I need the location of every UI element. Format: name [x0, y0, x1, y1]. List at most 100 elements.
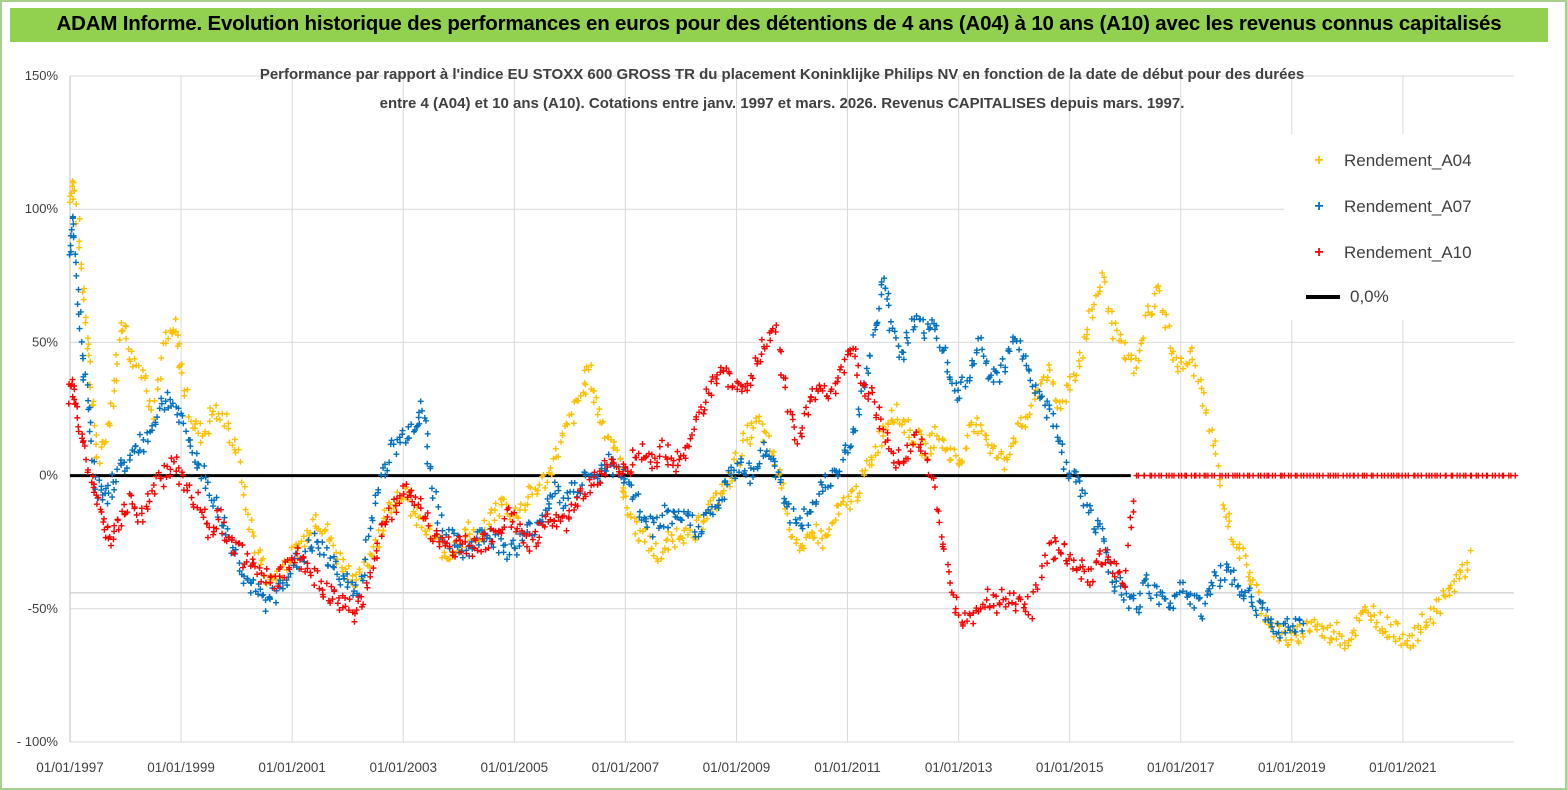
- data-point: [998, 450, 1005, 457]
- data-point: [1016, 346, 1023, 353]
- data-point: [200, 514, 207, 521]
- data-point: [624, 512, 631, 519]
- data-point: [1189, 356, 1196, 363]
- data-point: [424, 430, 431, 437]
- data-point: [368, 514, 375, 521]
- data-point: [67, 248, 74, 255]
- data-point: [260, 572, 267, 579]
- data-point: [256, 564, 263, 571]
- data-point: [417, 398, 424, 405]
- data-point: [933, 335, 940, 342]
- x-tick-label: 01/01/2003: [369, 760, 437, 775]
- data-point: [808, 529, 815, 536]
- data-point: [168, 455, 175, 462]
- data-point: [109, 471, 116, 478]
- data-point: [184, 487, 191, 494]
- data-point: [320, 593, 327, 600]
- data-point: [404, 494, 411, 501]
- data-point: [260, 555, 267, 562]
- data-point: [98, 487, 105, 494]
- data-point: [1111, 573, 1118, 580]
- data-point: [85, 397, 92, 404]
- data-point: [801, 410, 808, 417]
- data-point: [1170, 348, 1177, 355]
- data-point: [74, 301, 81, 308]
- data-point: [705, 506, 712, 513]
- data-point: [240, 580, 247, 587]
- data-point: [1220, 501, 1227, 508]
- data-point: [816, 382, 823, 389]
- data-point: [86, 404, 93, 411]
- data-point: [1113, 578, 1120, 585]
- data-point: [1248, 599, 1255, 606]
- data-point: [777, 371, 784, 378]
- data-point: [609, 460, 616, 467]
- data-point: [920, 330, 927, 337]
- data-point: [93, 441, 100, 448]
- data-point: [1041, 552, 1048, 559]
- data-point: [871, 398, 878, 405]
- data-point: [466, 531, 473, 538]
- data-point: [352, 571, 359, 578]
- data-point: [349, 579, 356, 586]
- data-point: [1417, 626, 1424, 633]
- data-point: [139, 518, 146, 525]
- data-point: [993, 609, 1000, 616]
- data-point: [221, 423, 228, 430]
- data-point: [974, 430, 981, 437]
- data-point: [541, 523, 548, 530]
- data-point: [847, 506, 854, 513]
- data-point: [277, 564, 284, 571]
- data-point: [927, 324, 934, 331]
- data-point: [192, 459, 199, 466]
- data-point: [474, 547, 481, 554]
- data-point: [1026, 411, 1033, 418]
- data-point: [964, 432, 971, 439]
- data-point: [1379, 625, 1386, 632]
- data-point: [1216, 583, 1223, 590]
- data-point: [358, 593, 365, 600]
- data-point: [790, 505, 797, 512]
- data-point: [214, 507, 221, 514]
- data-point: [108, 542, 115, 549]
- data-point: [373, 547, 380, 554]
- data-point: [155, 469, 162, 476]
- data-point: [1212, 572, 1219, 579]
- data-point: [984, 586, 991, 593]
- data-point: [148, 406, 155, 413]
- data-point: [536, 481, 543, 488]
- x-tick-label: 01/01/1999: [147, 760, 215, 775]
- data-point: [1133, 605, 1140, 612]
- data-point: [315, 545, 322, 552]
- data-point: [893, 401, 900, 408]
- data-point: [648, 451, 655, 458]
- data-point: [903, 334, 910, 341]
- data-point: [418, 524, 425, 531]
- data-point: [959, 621, 966, 628]
- data-point: [1183, 472, 1190, 479]
- data-point: [1333, 619, 1340, 626]
- data-point: [1109, 308, 1116, 315]
- data-point: [408, 421, 415, 428]
- data-point: [204, 534, 211, 541]
- data-point: [1002, 595, 1009, 602]
- data-point: [1350, 627, 1357, 634]
- data-point: [149, 427, 156, 434]
- data-point: [80, 438, 87, 445]
- data-point: [983, 436, 990, 443]
- data-point: [185, 414, 192, 421]
- legend-marker-a10: +: [1314, 244, 1324, 261]
- data-point: [654, 459, 661, 466]
- data-point: [775, 469, 782, 476]
- data-point: [862, 467, 869, 474]
- data-point: [136, 447, 143, 454]
- data-point: [526, 531, 533, 538]
- data-point: [223, 411, 230, 418]
- data-point: [821, 382, 828, 389]
- data-point: [748, 434, 755, 441]
- banner-title: ADAM Informe. Evolution historique des p…: [56, 12, 1502, 35]
- data-point: [201, 462, 208, 469]
- data-point: [629, 461, 636, 468]
- data-point: [962, 383, 969, 390]
- data-point: [841, 447, 848, 454]
